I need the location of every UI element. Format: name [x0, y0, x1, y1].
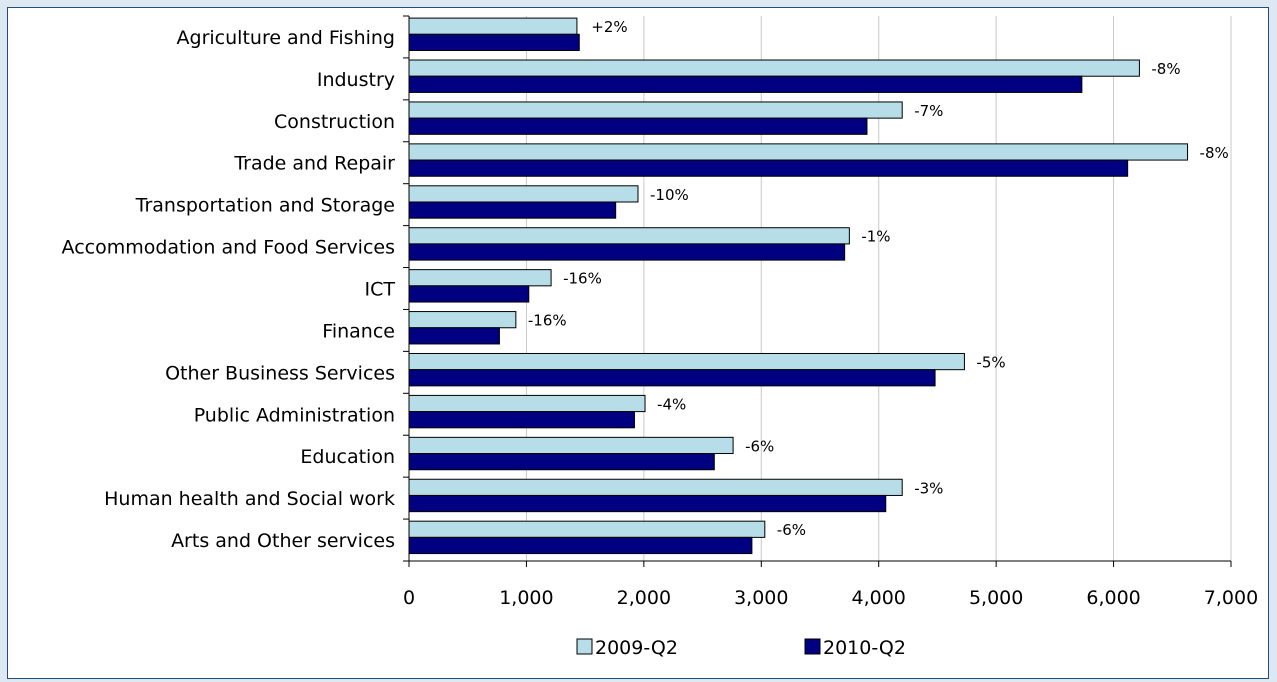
bar-series-2 [408, 201, 617, 219]
change-labels: +2% -8% -7% -8% -10% -1% -16% -16% -5% -4% -6% -3% -… [528, 18, 1229, 539]
category-label: Public Administration [194, 404, 395, 426]
bar-series-2 [408, 411, 635, 429]
bar-series-2 [408, 453, 715, 471]
change-label: -8% [1200, 144, 1229, 162]
bar-series-2 [408, 369, 936, 387]
change-label: -4% [657, 395, 686, 413]
category-label: Human health and Social work [104, 488, 395, 510]
bars [408, 17, 1189, 555]
bar-chart: Agriculture and Fishing Industry Construct… [62, 15, 1258, 659]
bar-series-2 [408, 33, 580, 51]
bar-series-2 [408, 117, 868, 135]
bar-series-1 [408, 311, 517, 329]
bar-series-2 [408, 243, 846, 261]
chart-frame: Agriculture and Fishing Industry Construct… [7, 7, 1269, 679]
legend: 2009-Q2 2010-Q2 [576, 637, 906, 659]
x-tick-label: 7,000 [1204, 587, 1258, 609]
bar-series-2 [408, 536, 753, 555]
bar-series-1 [408, 17, 578, 35]
x-tick-label: 4,000 [852, 587, 906, 609]
category-label: Construction [274, 111, 395, 133]
category-label: Transportation and Storage [135, 195, 395, 217]
category-label: Accommodation and Food Services [62, 237, 395, 259]
bar-series-2 [408, 494, 887, 513]
change-label: -6% [777, 521, 806, 539]
change-label: -7% [914, 102, 943, 120]
legend-label: 2009-Q2 [595, 637, 678, 659]
bar-series-2 [408, 285, 530, 303]
axes [403, 15, 1232, 567]
category-label: Education [300, 446, 395, 468]
bar-series-2 [408, 159, 1129, 177]
category-label: Finance [322, 320, 395, 342]
change-label: +2% [591, 18, 627, 36]
change-label: -6% [745, 437, 774, 455]
bar-series-1 [408, 59, 1140, 77]
category-label: Trade and Repair [233, 153, 395, 175]
change-label: -16% [528, 312, 567, 330]
bar-series-1 [408, 269, 552, 287]
bar-series-1 [408, 185, 639, 203]
x-tick-label: 6,000 [1086, 587, 1140, 609]
legend-swatch [804, 638, 821, 655]
x-tick-label: 0 [403, 587, 415, 609]
bar-series-1 [408, 227, 850, 245]
bar-series-2 [408, 327, 500, 345]
category-labels: Agriculture and Fishing Industry Construct… [62, 27, 396, 552]
change-label: -5% [976, 353, 1005, 371]
x-tick-label: 1,000 [499, 587, 553, 609]
legend-label: 2010-Q2 [823, 637, 906, 659]
bar-series-1 [408, 520, 766, 538]
bar-series-1 [408, 394, 646, 413]
change-label: -10% [650, 186, 689, 204]
change-label: -8% [1151, 60, 1180, 78]
bar-series-1 [408, 352, 965, 371]
legend-swatch [576, 638, 593, 655]
change-label: -1% [861, 228, 890, 246]
category-label: ICT [365, 279, 396, 301]
x-tick-labels: 0 1,000 2,000 3,000 4,000 5,000 6,000 7,000 [403, 587, 1258, 609]
bar-series-2 [408, 75, 1083, 93]
bar-series-1 [408, 436, 734, 455]
bar-series-1 [408, 478, 903, 496]
bar-series-1 [408, 143, 1189, 161]
x-tick-label: 3,000 [734, 587, 788, 609]
category-label: Agriculture and Fishing [177, 27, 395, 49]
change-label: -3% [914, 479, 943, 497]
x-tick-label: 2,000 [617, 587, 671, 609]
change-label: -16% [563, 270, 602, 288]
category-label: Arts and Other services [171, 530, 395, 552]
bar-series-1 [408, 101, 903, 119]
category-label: Other Business Services [165, 362, 395, 384]
x-tick-label: 5,000 [969, 587, 1023, 609]
category-label: Industry [317, 69, 395, 91]
